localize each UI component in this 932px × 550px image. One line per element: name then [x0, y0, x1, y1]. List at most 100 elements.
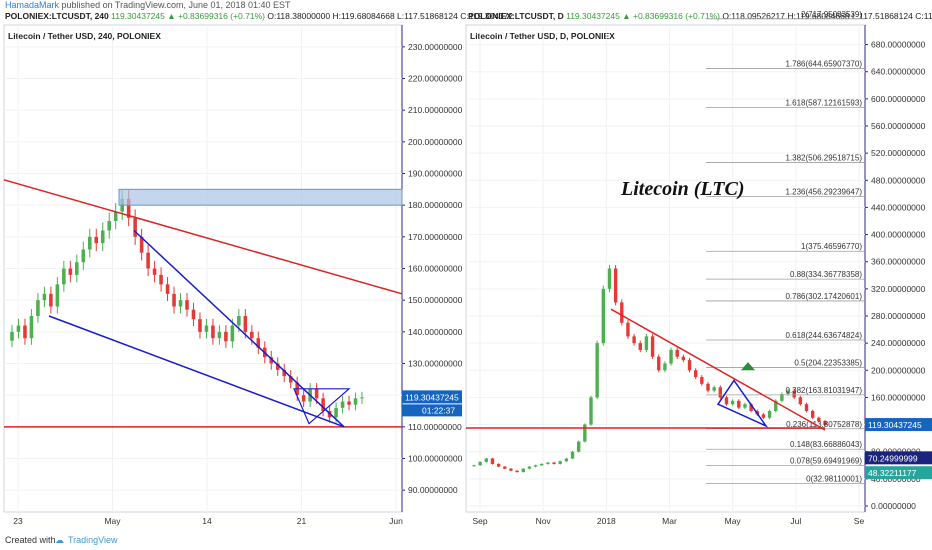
left-last: 119.30437245	[111, 11, 165, 21]
candle-body	[669, 349, 673, 364]
y-tick-label: 220.00000000	[408, 74, 463, 84]
candle-body	[570, 451, 575, 459]
candle-body	[804, 404, 809, 411]
left-close: C:119.304372	[460, 11, 514, 21]
candle-body	[191, 309, 196, 320]
right-last: 119.30437245	[566, 11, 620, 21]
author-link[interactable]: HamadaMark	[5, 0, 60, 10]
y-tick-label: 280.00000000	[871, 311, 926, 321]
candle-body	[243, 316, 248, 332]
fib-level-label: 1.382(506.29518715)	[785, 153, 862, 162]
fib-level-label: 0.786(302.17420601)	[785, 292, 862, 301]
candle-body	[817, 417, 821, 422]
y-tick-label: 560.00000000	[871, 121, 926, 131]
price-label: 48.32211177	[868, 468, 917, 478]
candle-body	[558, 461, 562, 464]
candle-body	[712, 387, 716, 391]
wedge-lower	[48, 315, 345, 428]
candle-body	[540, 463, 544, 466]
candle-body	[576, 441, 581, 452]
fib-level-label: 1.236(456.29239647)	[785, 187, 862, 196]
candle-body	[503, 466, 507, 469]
candle-body	[792, 390, 796, 398]
candle-body	[321, 398, 325, 411]
candle-body	[823, 421, 827, 426]
red-trendline	[3, 179, 403, 295]
price-label-box	[865, 418, 932, 432]
candle-body	[360, 397, 364, 399]
triangle-pattern	[716, 379, 769, 428]
x-tick-label: 14	[202, 516, 212, 526]
x-tick-label: May	[104, 516, 121, 526]
candle-body	[533, 465, 538, 467]
right-symbol: POLONIEX:LTCUSDT, D	[468, 11, 564, 21]
candle-body	[94, 236, 99, 244]
x-tick-label: Se	[854, 516, 865, 526]
footer: Created with ☁ TradingView	[0, 530, 932, 550]
publish-header: HamadaMark published on TradingView.com,…	[0, 0, 932, 22]
candle-body	[743, 404, 747, 408]
right-low: L:117.51868124	[852, 11, 913, 21]
created-with-text: Created with	[5, 535, 56, 545]
candle-body	[204, 325, 209, 332]
y-tick-label: 150.00000000	[408, 295, 463, 305]
candle-body	[632, 336, 636, 344]
candle-body	[152, 268, 157, 275]
panel-frame-1	[465, 24, 866, 513]
y-tick-label: 210.00000000	[408, 105, 463, 115]
candle-body	[490, 458, 495, 464]
y-tick-label: 680.00000000	[871, 40, 926, 50]
y-tick-label: 600.00000000	[871, 94, 926, 104]
candle-body	[230, 325, 235, 342]
price-label: 119.30437245	[868, 420, 922, 430]
fib-level-label: 2(717.95083539)	[801, 10, 862, 19]
candle-body	[650, 336, 655, 357]
left-low: L:117.51868124	[397, 11, 458, 21]
candle-body	[613, 268, 618, 303]
candle-body	[100, 230, 105, 244]
y-tick-label: 640.00000000	[871, 67, 926, 77]
y-tick-label: 190.00000000	[408, 169, 463, 179]
candle-body	[730, 400, 735, 405]
right-high: H:119.68084668	[787, 11, 850, 21]
published-line: HamadaMark published on TradingView.com,…	[5, 0, 291, 11]
candle-body	[165, 284, 170, 294]
candle-body	[314, 388, 319, 399]
tradingview-brand[interactable]: TradingView	[68, 535, 118, 545]
fib-level-label: 1.618(587.12161593)	[785, 99, 862, 108]
candle-body	[509, 468, 513, 471]
candle-body	[133, 217, 137, 237]
candle-body	[340, 401, 345, 408]
candle-body	[761, 414, 766, 418]
candle-body	[269, 357, 274, 364]
y-tick-label: 180.00000000	[408, 200, 463, 210]
fib-level-label: 0.148(83.66886043)	[790, 440, 862, 449]
fib-level-label: 0.5(204.22353385)	[794, 358, 862, 367]
candle-body	[774, 400, 778, 411]
fib-level-label: 0.382(163.81031947)	[785, 386, 862, 395]
chart-title-0: Litecoin / Tether USD, 240, POLONIEX	[8, 31, 161, 41]
triangle-pattern	[293, 388, 351, 425]
candle-body	[767, 411, 772, 418]
y-tick-label: 170.00000000	[408, 232, 463, 242]
y-tick-label: 100.00000000	[408, 454, 463, 464]
chart-canvas[interactable]: Litecoin / Tether USD, 240, POLONIEX230.…	[0, 0, 932, 530]
y-tick-label: 400.00000000	[871, 230, 926, 240]
candle-body	[798, 397, 803, 405]
y-tick-label: 140.00000000	[408, 327, 463, 337]
x-tick-label: Sep	[472, 516, 487, 526]
candle-body	[478, 461, 482, 466]
y-tick-label: 0.00000000	[871, 501, 916, 511]
candle-body	[700, 377, 704, 384]
candle-body	[601, 288, 606, 344]
x-tick-label: Jul	[790, 516, 801, 526]
candle-body	[250, 331, 254, 339]
candle-body	[724, 397, 729, 405]
candle-body	[288, 376, 293, 383]
candle-body	[301, 395, 306, 402]
candle-body	[68, 268, 73, 275]
candle-body	[583, 424, 587, 442]
left-high: H:119.68084668	[332, 11, 395, 21]
candle-body	[657, 356, 661, 371]
candle-body	[780, 394, 784, 401]
